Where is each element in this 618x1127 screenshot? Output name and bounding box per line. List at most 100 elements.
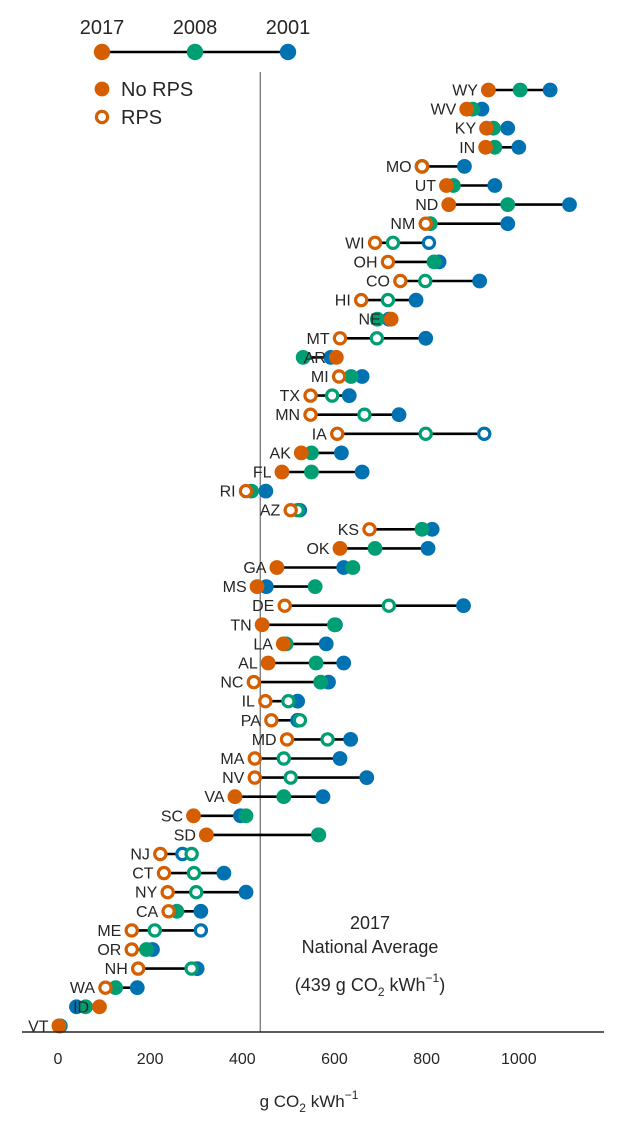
- state-row-ms: MS: [223, 579, 323, 596]
- x-axis-label-superscript: −1: [345, 1088, 359, 1102]
- state-row-la: LA: [253, 636, 334, 653]
- x-axis-label-unit: kWh: [306, 1092, 345, 1111]
- point-2008: [369, 311, 385, 327]
- state-label: CO: [366, 274, 390, 291]
- point-2001: [500, 216, 516, 232]
- point-2001: [500, 120, 516, 136]
- state-row-pa: PA: [241, 713, 308, 730]
- state-label: WI: [345, 235, 365, 252]
- point-2008: [184, 846, 199, 862]
- point-2008: [385, 235, 401, 250]
- state-row-il: IL: [242, 694, 306, 711]
- x-tick-label: 1000: [501, 1051, 537, 1068]
- point-2008: [276, 789, 292, 805]
- state-label: DE: [252, 598, 274, 615]
- point-2017: [283, 503, 298, 518]
- point-2001: [487, 178, 503, 193]
- state-label: FL: [253, 465, 272, 482]
- x-axis-label-text: g CO: [260, 1092, 300, 1111]
- reference-value-close: ): [439, 975, 445, 995]
- x-tick-label: 400: [229, 1051, 256, 1068]
- state-label: IA: [312, 426, 327, 443]
- state-label: NE: [359, 312, 381, 329]
- reference-value-text: (439 g CO: [295, 975, 378, 995]
- state-label: ND: [415, 197, 438, 214]
- state-label: NJ: [130, 847, 150, 864]
- point-2017: [186, 808, 201, 824]
- x-axis-label-subscript: 2: [299, 1101, 306, 1115]
- point-2008: [313, 674, 329, 690]
- year-legend-label: 2017: [80, 17, 125, 39]
- state-row-id: ID: [69, 999, 107, 1016]
- point-2017: [269, 560, 285, 575]
- state-row-sc: SC: [161, 808, 254, 825]
- reference-label-title: National Average: [302, 937, 439, 957]
- point-2017: [130, 961, 146, 976]
- point-2017: [264, 713, 279, 728]
- point-2008: [500, 197, 516, 213]
- point-2001: [332, 751, 348, 766]
- state-label: NV: [222, 770, 245, 787]
- point-2001: [336, 655, 352, 671]
- point-2001: [391, 407, 407, 423]
- point-2008: [276, 751, 291, 766]
- point-2008: [369, 331, 385, 346]
- state-row-tx: TX: [280, 388, 357, 405]
- point-2008: [308, 655, 324, 671]
- state-label: NY: [135, 885, 158, 902]
- point-2008: [283, 770, 298, 785]
- state-row-ne: NE: [359, 312, 399, 329]
- state-label: HI: [335, 293, 351, 310]
- point-2001: [420, 541, 436, 556]
- state-label: PA: [241, 713, 261, 730]
- state-row-md: MD: [252, 732, 359, 749]
- state-row-ok: OK: [306, 541, 436, 558]
- point-2001: [421, 235, 437, 250]
- point-2008: [304, 464, 319, 480]
- state-label: UT: [415, 178, 437, 195]
- state-row-nv: NV: [222, 770, 375, 787]
- point-2001: [318, 636, 334, 652]
- state-label: KY: [455, 121, 477, 138]
- point-2001: [354, 464, 370, 480]
- state-row-ca: CA: [136, 904, 209, 921]
- state-row-wy: WY: [452, 82, 558, 100]
- state-label: IL: [242, 694, 255, 711]
- state-label: MT: [307, 331, 330, 348]
- point-2001: [315, 789, 331, 805]
- point-2017: [249, 579, 265, 594]
- state-label: RI: [220, 484, 236, 501]
- state-label: WY: [452, 83, 478, 100]
- point-2008: [324, 388, 340, 403]
- point-2017: [153, 846, 168, 862]
- state-label: AK: [270, 445, 292, 462]
- state-label: TX: [280, 388, 301, 405]
- point-2001: [457, 159, 472, 174]
- point-2001: [129, 980, 145, 996]
- point-2008: [238, 808, 254, 824]
- point-2001: [511, 139, 527, 155]
- state-label: SD: [174, 827, 196, 844]
- point-2008: [281, 694, 296, 709]
- x-tick-label: 800: [413, 1051, 440, 1068]
- year-legend: 2017 2008 2001: [80, 17, 310, 61]
- x-tick-label: 200: [137, 1051, 164, 1068]
- point-2017: [92, 999, 107, 1015]
- state-label: AZ: [260, 503, 281, 520]
- state-row-mt: MT: [307, 331, 434, 348]
- point-2001: [542, 82, 558, 98]
- point-2017: [98, 980, 113, 995]
- point-2017: [332, 331, 348, 346]
- point-2017: [332, 541, 348, 556]
- rps-legend-marker-rps: [94, 109, 110, 125]
- state-row-ia: IA: [312, 426, 492, 443]
- point-2008: [345, 560, 361, 575]
- point-2008: [367, 541, 383, 556]
- state-label: OR: [97, 942, 121, 959]
- state-row-az: AZ: [260, 503, 308, 520]
- point-2008: [512, 82, 528, 98]
- state-label: MI: [311, 369, 329, 386]
- state-label: KS: [338, 522, 359, 539]
- point-2017: [260, 655, 276, 671]
- state-row-ar: AR: [295, 350, 344, 367]
